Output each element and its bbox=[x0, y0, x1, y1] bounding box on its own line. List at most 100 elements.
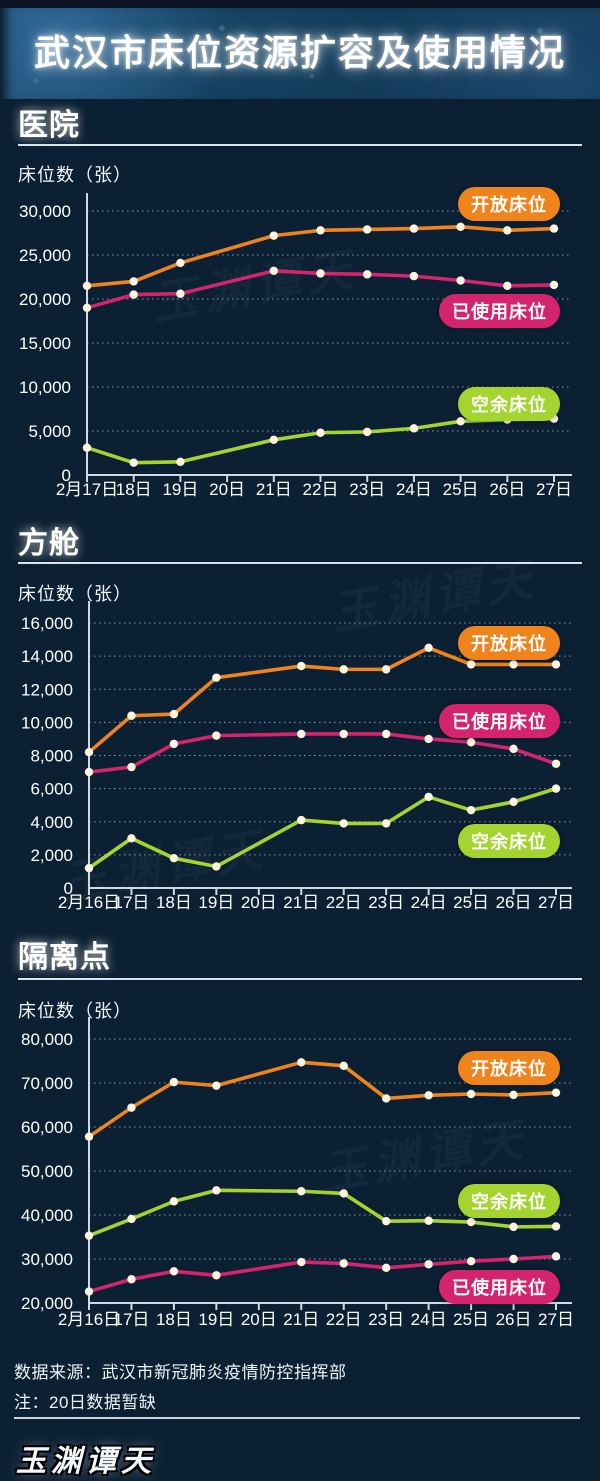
x-tick-label: 23日 bbox=[368, 1310, 404, 1329]
data-point-marker bbox=[509, 744, 518, 754]
series-空余床位 bbox=[84, 1186, 561, 1240]
data-point-marker bbox=[269, 266, 278, 276]
data-point-marker bbox=[169, 1077, 179, 1087]
x-tick-label: 25日 bbox=[443, 480, 479, 499]
data-point-marker bbox=[169, 1267, 179, 1276]
footer-divider bbox=[14, 1417, 580, 1419]
data-point-marker bbox=[381, 1094, 391, 1103]
data-point-marker bbox=[456, 417, 465, 426]
section-divider bbox=[18, 144, 582, 146]
y-axis-label-hospital: 床位数（张） bbox=[18, 165, 132, 185]
data-point-marker bbox=[424, 792, 433, 802]
data-point-marker bbox=[363, 427, 372, 437]
y-tick-label: 0 bbox=[62, 466, 71, 485]
y-axis-label-isolation: 床位数（张） bbox=[18, 1001, 132, 1021]
data-point-marker bbox=[129, 290, 138, 299]
data-point-marker bbox=[363, 225, 372, 234]
data-point-marker bbox=[503, 226, 512, 235]
data-point-marker bbox=[339, 1189, 348, 1198]
data-point-marker bbox=[212, 1081, 221, 1090]
data-point-marker bbox=[82, 443, 92, 452]
data-point-marker bbox=[381, 665, 391, 674]
series-已使用床位 bbox=[84, 729, 561, 777]
data-point-marker bbox=[84, 1231, 94, 1240]
x-tick-label: 18日 bbox=[156, 893, 192, 912]
y-tick-label: 80,000 bbox=[21, 1030, 73, 1049]
data-point-marker bbox=[456, 222, 465, 232]
x-tick-label: 17日 bbox=[113, 1310, 149, 1329]
x-tick-label: 2月16日 bbox=[58, 893, 120, 912]
data-point-marker bbox=[316, 269, 325, 278]
legend-badge-used-beds: 已使用床位 bbox=[439, 704, 560, 738]
x-tick-label: 19日 bbox=[162, 480, 198, 499]
legend-badge-free-beds: 空余床位 bbox=[458, 1184, 560, 1218]
data-point-marker bbox=[169, 709, 179, 719]
page-title: 武汉市床位资源扩容及使用情况 bbox=[33, 32, 566, 73]
data-point-marker bbox=[509, 1254, 518, 1264]
data-point-marker bbox=[127, 1103, 136, 1112]
data-point-marker bbox=[176, 289, 185, 298]
y-tick-label: 14,000 bbox=[21, 647, 73, 666]
header-banner: 武汉市床位资源扩容及使用情况 bbox=[0, 0, 600, 99]
series-开放床位 bbox=[84, 1058, 561, 1141]
isolation-chart-area: 20,000 30,000 40,000 50,000 60,000 70,000 80,0… bbox=[0, 1014, 600, 1334]
data-point-marker bbox=[269, 231, 278, 240]
series-line bbox=[85, 269, 556, 310]
y-tick-label: 50,000 bbox=[21, 1162, 73, 1181]
data-point-marker bbox=[212, 1186, 221, 1195]
data-point-marker bbox=[551, 1088, 561, 1097]
hospital-beds-line-chart: 0 5,000 10,000 15,000 20,000 25,000 30,000 2月17… bbox=[19, 193, 572, 499]
data-point-marker bbox=[466, 1089, 476, 1099]
y-tick-label: 10,000 bbox=[21, 713, 73, 732]
data-point-marker bbox=[409, 424, 419, 433]
data-point-marker bbox=[127, 711, 136, 720]
data-source-text: 数据来源：武汉市新冠肺炎疫情防控指挥部 bbox=[14, 1363, 347, 1382]
data-point-marker bbox=[84, 1287, 94, 1296]
data-point-marker bbox=[381, 819, 391, 828]
y-tick-label: 6,000 bbox=[30, 780, 73, 799]
x-tick-label: 24日 bbox=[411, 893, 447, 912]
data-point-marker bbox=[212, 862, 221, 871]
data-point-marker bbox=[509, 1090, 518, 1100]
data-point-marker bbox=[466, 660, 476, 669]
section-divider bbox=[18, 562, 582, 564]
data-point-marker bbox=[466, 1257, 476, 1266]
data-point-marker bbox=[127, 1214, 136, 1224]
legend-badge-free-beds: 空余床位 bbox=[458, 824, 560, 858]
data-point-marker bbox=[297, 661, 306, 671]
data-point-marker bbox=[509, 1222, 518, 1232]
data-point-marker bbox=[84, 747, 94, 757]
data-point-marker bbox=[549, 224, 559, 233]
y-tick-label: 0 bbox=[64, 879, 73, 898]
data-point-marker bbox=[409, 271, 419, 281]
x-tick-label: 19日 bbox=[198, 893, 234, 912]
x-tick-label: 22日 bbox=[326, 893, 362, 912]
data-point-marker bbox=[212, 731, 221, 740]
data-point-marker bbox=[84, 1132, 94, 1141]
y-tick-label: 20,000 bbox=[21, 1294, 73, 1313]
data-point-marker bbox=[466, 805, 476, 815]
x-tick-label: 21日 bbox=[283, 893, 319, 912]
data-point-marker bbox=[409, 224, 419, 233]
y-tick-label: 25,000 bbox=[19, 246, 71, 265]
y-tick-label: 10,000 bbox=[19, 378, 71, 397]
series-已使用床位 bbox=[84, 1252, 561, 1296]
legend-badge-open-beds: 开放床位 bbox=[458, 187, 560, 221]
series-line bbox=[85, 416, 556, 465]
data-point-marker bbox=[127, 834, 136, 843]
data-point-marker bbox=[551, 759, 561, 768]
data-point-marker bbox=[212, 673, 221, 682]
section-heading-hospital: 医院 bbox=[18, 109, 80, 142]
legend-badge-used-beds: 已使用床位 bbox=[439, 1270, 560, 1304]
hospital-chart-area: 0 5,000 10,000 15,000 20,000 25,000 30,000 2月17… bbox=[0, 187, 600, 505]
y-tick-label: 16,000 bbox=[21, 614, 73, 633]
data-point-marker bbox=[127, 1275, 136, 1284]
data-point-marker bbox=[169, 1197, 179, 1206]
data-point-marker bbox=[381, 729, 391, 739]
media-logo: 玉渊谭天 bbox=[16, 1445, 156, 1478]
x-tick-label: 2月17日 bbox=[56, 480, 118, 499]
data-point-marker bbox=[339, 1259, 348, 1268]
fangcang-beds-line-chart: 0 2,000 4,000 6,000 8,000 10,000 12,000 14,000 1… bbox=[21, 601, 574, 912]
x-tick-label: 23日 bbox=[368, 893, 404, 912]
data-point-marker bbox=[176, 258, 185, 268]
